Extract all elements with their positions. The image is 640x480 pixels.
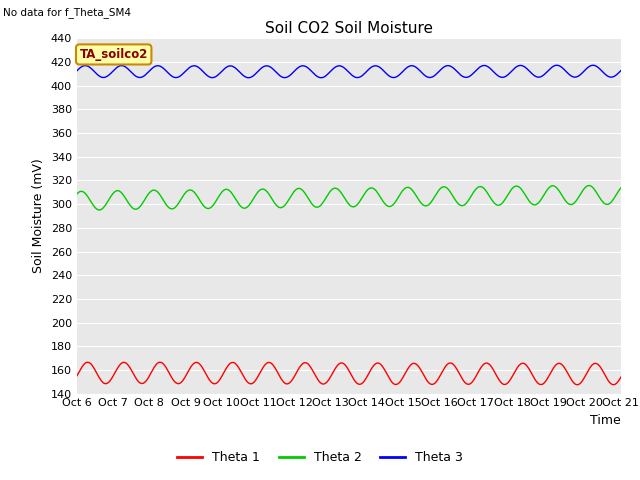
Title: Soil CO2 Soil Moisture: Soil CO2 Soil Moisture xyxy=(265,21,433,36)
Text: No data for f_Theta_SM4: No data for f_Theta_SM4 xyxy=(3,7,131,18)
Y-axis label: Soil Moisture (mV): Soil Moisture (mV) xyxy=(32,158,45,274)
Text: TA_soilco2: TA_soilco2 xyxy=(79,48,148,61)
Legend: Theta 1, Theta 2, Theta 3: Theta 1, Theta 2, Theta 3 xyxy=(172,446,468,469)
X-axis label: Time: Time xyxy=(590,414,621,427)
